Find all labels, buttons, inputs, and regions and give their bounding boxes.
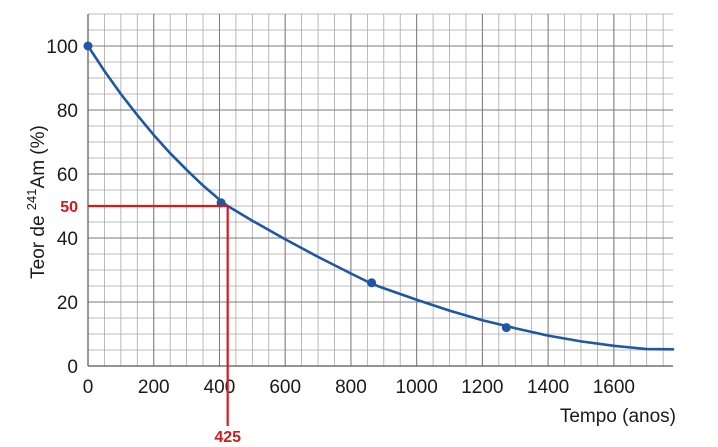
y-tick-labels: 0 20 40 60 80 100 [46,37,78,378]
y-tick-label: 0 [67,357,78,378]
half-life-y-label: 50 [60,199,78,216]
y-axis-title-suffix: Am (%) [28,125,49,188]
x-tick-label: 0 [83,377,94,398]
data-markers [83,41,511,333]
y-axis-title-prefix: Teor de [28,210,49,279]
x-tick-label: 1600 [593,377,635,398]
data-point [83,41,93,51]
x-tick-label: 1000 [396,377,438,398]
data-point [367,278,377,288]
decay-series [86,44,675,351]
minor-grid [87,13,673,367]
y-tick-label: 80 [57,101,78,122]
y-axis-title-superscript: 241 [24,188,39,210]
x-tick-label: 400 [204,377,236,398]
x-tick-label: 1400 [527,377,569,398]
half-life-x-label: 425 [214,429,241,446]
y-tick-label: 60 [57,165,78,186]
x-tick-label: 800 [335,377,367,398]
x-tick-label: 1200 [461,377,503,398]
half-life-annotations: 50 425 [60,199,241,446]
x-axis-title: Tempo (anos) [560,406,676,427]
y-tick-label: 100 [46,37,78,58]
major-grid [87,14,673,367]
y-tick-label: 20 [57,293,78,314]
y-tick-label: 40 [57,229,78,250]
x-tick-label: 200 [138,377,170,398]
y-axis-title: Teor de 241Am (%) [24,125,49,279]
x-tick-label: 600 [269,377,301,398]
data-point [501,323,511,333]
x-tick-labels: 0 200 400 600 800 1000 1200 1400 1600 [83,377,635,398]
decay-curve [86,44,675,351]
